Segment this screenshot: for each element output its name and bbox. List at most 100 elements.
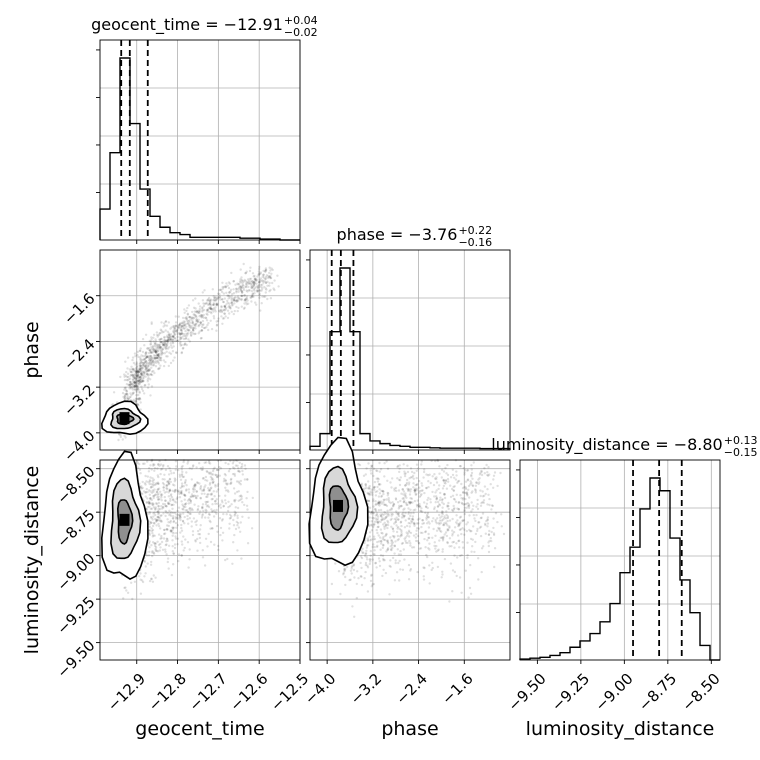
scatter-point [159,364,162,367]
scatter-point [187,522,190,525]
scatter-point [128,387,131,390]
scatter-point [255,290,258,293]
scatter-point [191,533,195,537]
scatter-point [138,575,141,578]
scatter-point [389,559,392,562]
scatter-point [431,475,434,478]
scatter-point [247,285,250,289]
scatter-point [154,507,157,510]
scatter-point [182,332,186,336]
scatter-point [160,354,163,357]
scatter-point [453,526,457,529]
scatter-point [379,548,382,551]
scatter-point [168,334,172,337]
scatter-point [232,288,235,291]
scatter-point [199,524,202,527]
scatter-point [127,378,130,381]
scatter-point [379,528,383,531]
scatter-point [195,309,199,313]
scatter-point [221,539,224,542]
scatter-point [442,522,446,525]
scatter-point [217,505,221,508]
scatter-point [445,510,448,513]
scatter-point [402,496,405,500]
scatter-point [467,503,471,506]
scatter-point [139,373,143,376]
scatter-point [161,340,164,343]
scatter-point [186,541,190,544]
scatter-point [435,529,439,532]
scatter-point [138,378,141,382]
scatter-point [247,279,251,283]
scatter-point [155,518,158,521]
scatter-point [167,480,170,483]
scatter-point [496,520,499,524]
scatter-point [191,328,195,332]
scatter-point [258,292,261,295]
scatter-point [415,503,419,507]
scatter-point [147,376,150,380]
scatter-point [383,475,386,478]
scatter-point [218,295,221,298]
scatter-point [137,368,141,371]
scatter-point [182,327,185,330]
title-main: phase = −3.76 [337,225,458,244]
scatter-point [133,376,137,380]
hist-frame-luminosity_distance [519,459,721,661]
scatter-point [207,296,211,300]
scatter-point [154,348,157,351]
scatter-point [424,546,427,549]
scatter-point [152,369,155,373]
scatter-point [239,281,242,284]
scatter-point [211,481,215,485]
scatter-point [226,301,229,304]
scatter-point [124,388,128,391]
scatter-point [144,354,147,358]
scatter-point [180,351,183,355]
scatter-point [435,481,439,484]
scatter-point [421,484,424,487]
scatter-point [160,534,163,538]
scatter-point [178,496,182,499]
scatter-point [446,473,450,477]
scatter-point [157,353,160,356]
scatter-point [167,501,170,504]
scatter-point [469,592,473,595]
x-tick-label: −12.7 [186,670,231,715]
scatter-point [188,517,191,520]
scatter-point [137,388,140,391]
scatter-point [398,470,401,474]
scatter-point [368,487,371,490]
scatter-point [196,529,200,533]
scatter-point [492,517,495,520]
scatter-point [178,336,182,339]
scatter-point [252,275,255,278]
scatter-point [240,291,244,294]
scatter-point [464,480,468,483]
scatter-point [164,499,167,502]
histogram-phase [309,267,511,450]
scatter-point [141,379,145,382]
scatter-point [168,346,171,349]
scatter-point [380,489,383,493]
scatter-point [164,360,167,364]
scatter-point [236,295,240,298]
scatter-point [169,469,172,473]
scatter-point [150,338,153,341]
scatter-point [183,498,186,501]
scatter-point [191,299,195,302]
scatter-point [187,488,191,491]
scatter-point [189,326,192,329]
scatter-point [146,386,150,389]
scatter-point [477,578,480,581]
scatter-point [154,365,158,368]
scatter-point [195,320,198,323]
scatter-point [131,385,134,388]
scatter-point [473,550,476,554]
scatter-point [213,500,217,503]
scatter-point [150,529,154,533]
scatter-point [148,359,151,362]
scatter-point [383,462,386,465]
scatter-point [146,365,150,368]
scatter-point [224,486,227,489]
